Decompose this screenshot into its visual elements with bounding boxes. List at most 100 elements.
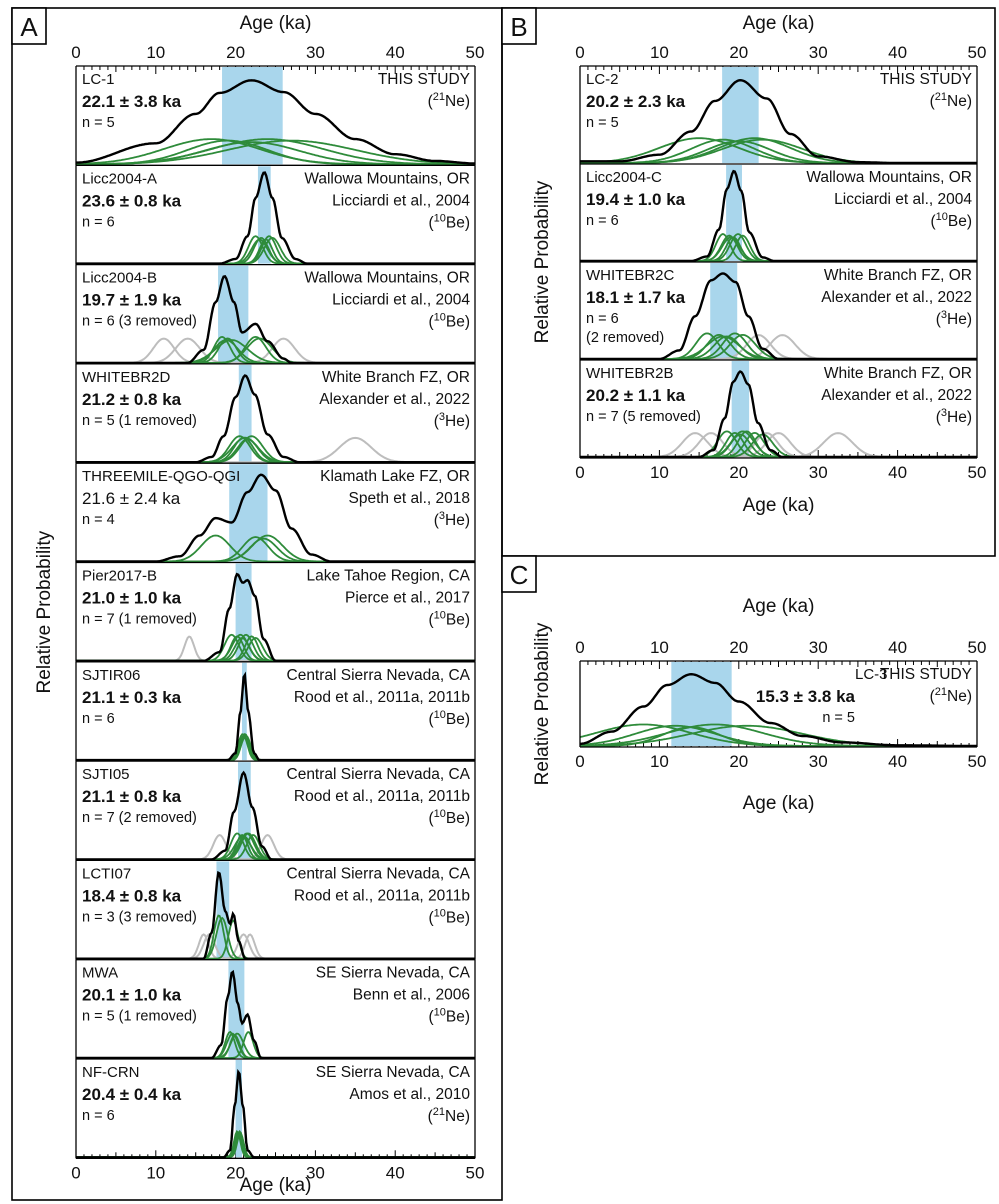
sample-curve [76, 633, 475, 662]
summed-probability-curve [76, 275, 475, 365]
age-band [235, 1060, 242, 1158]
panel-c-top-axis-tick-label-40: 40 [888, 638, 907, 657]
isotope-label: (10Be) [428, 709, 470, 728]
summed-probability-curve [76, 1068, 475, 1159]
panel-c-top-axis-tick-label-50: 50 [968, 638, 987, 657]
sample-count: n = 5 [82, 115, 115, 131]
sample-count: n = 6 [586, 213, 619, 229]
panel-b-top-axis-tick-label-30: 30 [809, 43, 828, 62]
sample-count: n = 6 [82, 1108, 115, 1124]
panel-b-bottom-axis-title: Age (ka) [743, 495, 815, 516]
panel-a-row-6: Pier2017-B 21.0 ± 1.0 ka n = 7 (1 removed)… [75, 561, 476, 662]
panel-a-bottom-axis-title: Age (ka) [240, 1175, 312, 1196]
location-label: Central Sierra Nevada, CA [287, 865, 471, 882]
sample-curve [76, 536, 475, 563]
sample-curve [76, 436, 475, 464]
panel-a-y-axis-label: Relative Probability [34, 530, 55, 693]
age-label: 20.2 ± 2.3 ka [586, 92, 686, 111]
isotope-label: (10Be) [428, 312, 470, 331]
location-label: SE Sierra Nevada, CA [316, 1064, 471, 1081]
location-label: White Branch FZ, OR [824, 267, 972, 284]
sample-count: n = 7 (2 removed) [82, 810, 197, 826]
isotope-label: (10Be) [428, 808, 470, 827]
summed-probability-curve [76, 79, 475, 165]
panel-c-bottom-axis-tick-label-0: 0 [575, 752, 584, 771]
sample-name: SJTIR06 [82, 667, 140, 684]
removed-sample-curve [76, 635, 475, 662]
age-label: 23.6 ± 0.8 ka [82, 191, 182, 210]
panel-a: A 0 10 20 30 40 50 Age (ka) 0 10 20 30 40 50 Age (ka)… [11, 7, 503, 1201]
summed-probability-curve [76, 969, 475, 1060]
removed-sample-curve [76, 933, 475, 960]
panel-a-top-axis-title: Age (ka) [240, 13, 312, 34]
panel-c-letter-box [501, 555, 537, 593]
location-label: Central Sierra Nevada, CA [287, 667, 471, 684]
sample-count: n = 7 (5 removed) [586, 409, 701, 425]
age-label: 21.1 ± 0.8 ka [82, 787, 182, 806]
sample-curve [580, 236, 977, 262]
sample-count-note: (2 removed) [586, 330, 664, 346]
sample-curve [76, 436, 475, 464]
sample-curve [76, 734, 475, 761]
panel-c-top-axis-title: Age (ka) [743, 596, 815, 617]
sample-curve [76, 534, 475, 563]
sample-curve [580, 234, 977, 262]
panel-a-top-axis-tick-label-30: 30 [306, 43, 325, 62]
reference-label: Alexander et al., 2022 [821, 289, 972, 306]
sample-count: n = 6 [586, 311, 619, 327]
panel-c-bottom-axis-tick-label-20: 20 [729, 752, 748, 771]
location-label: Central Sierra Nevada, CA [287, 766, 471, 783]
sample-name: Licc2004-A [82, 170, 157, 187]
sample-count: n = 5 (1 removed) [82, 1009, 197, 1025]
location-label: Wallowa Mountains, OR [304, 170, 470, 187]
age-band [731, 361, 750, 457]
panel-c-top-axis-tick-label-10: 10 [650, 638, 669, 657]
reference-label: Licciardi et al., 2004 [332, 192, 470, 209]
sample-name: WHITEBR2D [82, 369, 171, 386]
sample-curve [76, 633, 475, 662]
sample-curve [76, 1032, 475, 1059]
age-label: 15.3 ± 3.8 ka [756, 687, 856, 706]
panel-a-frame [11, 7, 503, 1201]
sample-curve [76, 435, 475, 464]
sample-count: n = 6 [82, 711, 115, 727]
summed-probability-curve [76, 870, 475, 960]
sample-curve [76, 919, 475, 960]
panel-c-bottom-axis-tick-label-40: 40 [888, 752, 907, 771]
age-label: 19.4 ± 1.0 ka [586, 190, 686, 209]
isotope-label: (3He) [936, 309, 972, 328]
panel-b-bottom-axis-tick-label-10: 10 [650, 463, 669, 482]
sample-name: SJTI05 [82, 766, 130, 783]
reference-label: Alexander et al., 2022 [821, 387, 972, 404]
summed-probability-curve [580, 672, 977, 748]
age-label: 21.2 ± 0.8 ka [82, 390, 182, 409]
sample-name: LC-2 [586, 71, 619, 88]
sample-curve [76, 1030, 475, 1059]
sample-curve [76, 636, 475, 662]
panel-b-plot: 0 10 20 30 40 50 Age (ka) 0 10 20 30 40 50 Age (ka) Re… [532, 13, 986, 516]
removed-sample-curve [76, 933, 475, 960]
sample-curve [580, 236, 977, 262]
sample-name: Pier2017-B [82, 568, 157, 585]
removed-sample-curve [76, 933, 475, 960]
removed-sample-curve [76, 933, 475, 960]
panel-b-top-axis-tick-label-20: 20 [729, 43, 748, 62]
age-label: 18.4 ± 0.8 ka [82, 886, 182, 905]
panel-a-row-8: SJTI05 21.1 ± 0.8 ka n = 7 (2 removed) Cent… [75, 760, 476, 861]
isotope-label: (3He) [936, 407, 972, 426]
panel-b-row-1: LC-2 20.2 ± 2.3 ka n = 5 THIS STUDY (21Ne) [579, 65, 978, 165]
panel-a-row-3: Licc2004-B 19.7 ± 1.9 ka n = 6 (3 removed)… [75, 263, 476, 365]
panel-b-y-axis-label: Relative Probability [532, 180, 553, 343]
panel-c-bottom-axis-tick-label-10: 10 [650, 752, 669, 771]
sample-curve [76, 435, 475, 464]
panel-a-bottom-axis-tick-label-10: 10 [146, 1163, 165, 1182]
reference-label: Licciardi et al., 2004 [834, 191, 972, 208]
location-label: Wallowa Mountains, OR [806, 169, 972, 186]
panel-b-top-axis-tick-label-10: 10 [650, 43, 669, 62]
panel-b-top-axis-tick-label-50: 50 [968, 43, 987, 62]
reference-label: Speth et al., 2018 [348, 490, 470, 507]
reference-label: Benn et al., 2006 [353, 987, 470, 1004]
sample-curve [76, 537, 475, 563]
age-band [229, 464, 268, 562]
sample-curve [580, 233, 977, 262]
